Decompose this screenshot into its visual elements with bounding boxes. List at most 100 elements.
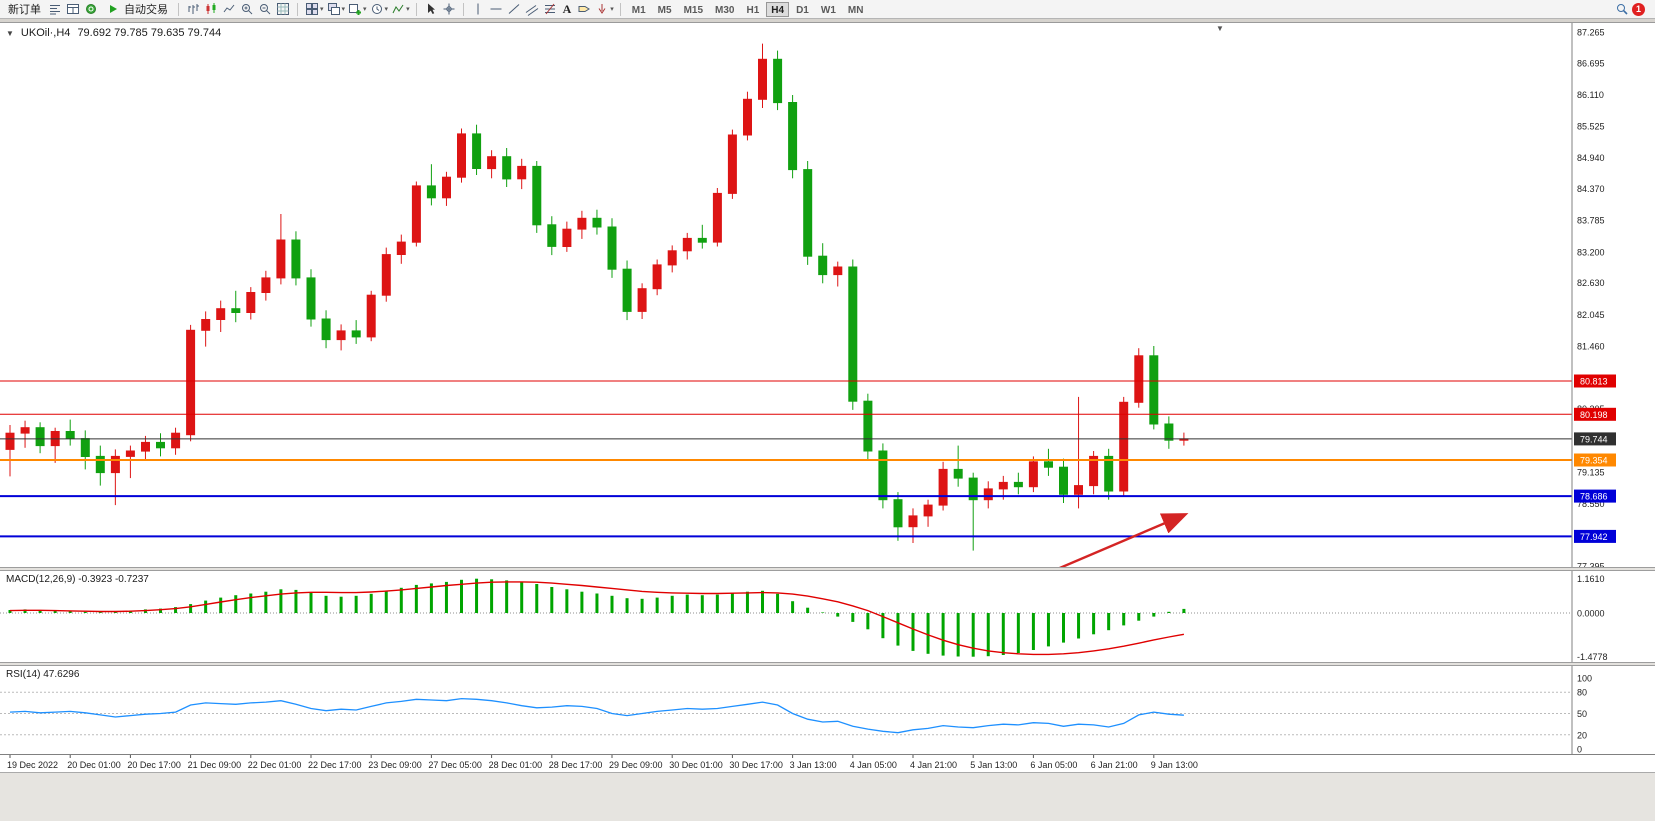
window-bottom-strip <box>0 772 1655 821</box>
channel-icon[interactable] <box>524 1 540 17</box>
autotrade-label: 自动交易 <box>124 4 168 16</box>
svg-text:84.940: 84.940 <box>1577 153 1605 163</box>
dropdown-caret-icon[interactable]: ▾ <box>320 6 324 13</box>
separator <box>462 2 464 16</box>
data-window-icon[interactable] <box>65 1 81 17</box>
svg-text:6 Jan 21:00: 6 Jan 21:00 <box>1091 760 1138 770</box>
svg-text:85.525: 85.525 <box>1577 122 1605 132</box>
svg-text:-1.4778: -1.4778 <box>1577 652 1608 662</box>
svg-text:22 Dec 17:00: 22 Dec 17:00 <box>308 760 362 770</box>
horizontal-line-icon[interactable] <box>488 1 504 17</box>
svg-text:0.0000: 0.0000 <box>1577 609 1605 619</box>
pane-splitter[interactable] <box>0 567 1655 571</box>
dropdown-caret-icon[interactable]: ▾ <box>406 6 410 13</box>
bar-chart-icon[interactable] <box>185 1 201 17</box>
svg-text:79.135: 79.135 <box>1577 467 1605 477</box>
svg-text:23 Dec 09:00: 23 Dec 09:00 <box>368 760 422 770</box>
tile-windows-icon[interactable] <box>304 1 320 17</box>
svg-text:3 Jan 13:00: 3 Jan 13:00 <box>790 760 837 770</box>
ohlc-values: 79.692 79.785 79.635 79.744 <box>77 27 222 39</box>
zoom-out-icon[interactable] <box>257 1 273 17</box>
svg-text:20 Dec 01:00: 20 Dec 01:00 <box>67 760 121 770</box>
zoom-in-icon[interactable] <box>239 1 255 17</box>
svg-text:29 Dec 09:00: 29 Dec 09:00 <box>609 760 663 770</box>
svg-text:30 Dec 01:00: 30 Dec 01:00 <box>669 760 723 770</box>
svg-text:77.395: 77.395 <box>1577 562 1605 569</box>
price-chart-pane: 87.265 86.695 86.110 85.525 84.940 84.370 83.7… <box>0 22 1655 568</box>
grid-icon[interactable] <box>275 1 291 17</box>
candlestick-chart-icon[interactable] <box>203 1 219 17</box>
time-axis[interactable]: 19 Dec 2022 20 Dec 01:00 20 Dec 17:00 21 De… <box>0 754 1655 772</box>
indicators-icon[interactable] <box>390 1 406 17</box>
timeframe-m15-button[interactable]: M15 <box>679 2 708 17</box>
vertical-line-icon[interactable] <box>470 1 486 17</box>
period-clock-icon[interactable] <box>369 1 385 17</box>
timeframe-w1-button[interactable]: W1 <box>816 2 841 17</box>
svg-text:81.460: 81.460 <box>1577 342 1605 352</box>
chart-title: ▼ UKOil·,H4 79.692 79.785 79.635 79.744 <box>6 27 221 39</box>
price-chart-canvas[interactable]: 87.265 86.695 86.110 85.525 84.940 84.370 83.7… <box>0 23 1655 568</box>
fibonacci-icon[interactable] <box>542 1 558 17</box>
cascade-windows-icon[interactable] <box>326 1 342 17</box>
svg-text:27 Dec 05:00: 27 Dec 05:00 <box>428 760 482 770</box>
svg-text:82.630: 82.630 <box>1577 278 1605 288</box>
svg-text:86.110: 86.110 <box>1577 90 1604 100</box>
svg-text:100: 100 <box>1577 674 1592 684</box>
market-watch-icon[interactable] <box>47 1 63 17</box>
rsi-canvas[interactable]: 100 80 50 20 0 <box>0 666 1655 754</box>
navigator-icon[interactable] <box>83 1 99 17</box>
timeframe-m1-button[interactable]: M1 <box>627 2 651 17</box>
pane-splitter[interactable] <box>0 662 1655 666</box>
svg-text:82.045: 82.045 <box>1577 310 1605 320</box>
separator <box>297 2 298 16</box>
timeframe-h1-button[interactable]: H1 <box>741 2 764 17</box>
search-icon[interactable] <box>1614 1 1630 17</box>
svg-text:30 Dec 17:00: 30 Dec 17:00 <box>729 760 783 770</box>
svg-text:79.354: 79.354 <box>1580 456 1608 466</box>
svg-text:4 Jan 05:00: 4 Jan 05:00 <box>850 760 897 770</box>
dropdown-caret-icon[interactable]: ▾ <box>384 6 389 13</box>
line-chart-icon[interactable] <box>221 1 237 17</box>
autotrade-button[interactable]: 自动交易 <box>101 1 172 18</box>
svg-text:5 Jan 13:00: 5 Jan 13:00 <box>970 760 1017 770</box>
separator <box>619 2 621 16</box>
label-icon[interactable] <box>576 1 592 17</box>
new-chart-icon[interactable] <box>347 1 363 17</box>
notification-badge[interactable]: 1 <box>1632 2 1645 16</box>
separator <box>178 2 179 16</box>
macd-label: MACD(12,26,9) -0.3923 -0.7237 <box>6 574 149 585</box>
crosshair-icon[interactable] <box>441 1 457 17</box>
arrow-objects-icon[interactable] <box>594 1 610 17</box>
new-order-button[interactable]: 新订单 <box>4 1 45 18</box>
svg-text:78.550: 78.550 <box>1577 499 1605 509</box>
timeframe-d1-button[interactable]: D1 <box>791 2 814 17</box>
svg-text:50: 50 <box>1577 709 1587 719</box>
text-tool-icon[interactable]: A <box>562 1 572 16</box>
svg-text:0: 0 <box>1577 745 1582 755</box>
svg-text:80: 80 <box>1577 688 1587 698</box>
dropdown-caret-icon[interactable]: ▾ <box>363 6 367 13</box>
timeframe-m5-button[interactable]: M5 <box>653 2 677 17</box>
macd-pane: 1.1610 0.0000 -1.4778 MACD(12,26,9) -0.392… <box>0 571 1655 662</box>
timeframe-m30-button[interactable]: M30 <box>710 2 739 17</box>
trendline-icon[interactable] <box>506 1 522 17</box>
chart-list-caret-icon[interactable]: ▼ <box>6 28 14 38</box>
svg-text:77.942: 77.942 <box>1580 532 1608 542</box>
svg-text:6 Jan 05:00: 6 Jan 05:00 <box>1030 760 1077 770</box>
svg-text:28 Dec 17:00: 28 Dec 17:00 <box>549 760 603 770</box>
svg-text:78.686: 78.686 <box>1580 492 1608 502</box>
macd-canvas[interactable]: 1.1610 0.0000 -1.4778 <box>0 571 1655 662</box>
svg-text:83.785: 83.785 <box>1577 216 1605 226</box>
cursor-icon[interactable] <box>423 1 439 17</box>
dropdown-caret-icon[interactable]: ▾ <box>341 6 346 13</box>
autotrade-play-icon <box>105 1 121 17</box>
timeframe-mn-button[interactable]: MN <box>843 2 869 17</box>
dropdown-caret-icon[interactable]: ▾ <box>610 6 614 13</box>
svg-text:80.813: 80.813 <box>1580 377 1608 387</box>
svg-text:19 Dec 2022: 19 Dec 2022 <box>7 760 58 770</box>
rsi-label: RSI(14) 47.6296 <box>6 669 80 680</box>
svg-text:4 Jan 21:00: 4 Jan 21:00 <box>910 760 957 770</box>
svg-text:22 Dec 01:00: 22 Dec 01:00 <box>248 760 302 770</box>
timeframe-h4-button[interactable]: H4 <box>766 1 790 17</box>
chart-shift-marker-icon[interactable]: ▼ <box>1216 24 1224 33</box>
